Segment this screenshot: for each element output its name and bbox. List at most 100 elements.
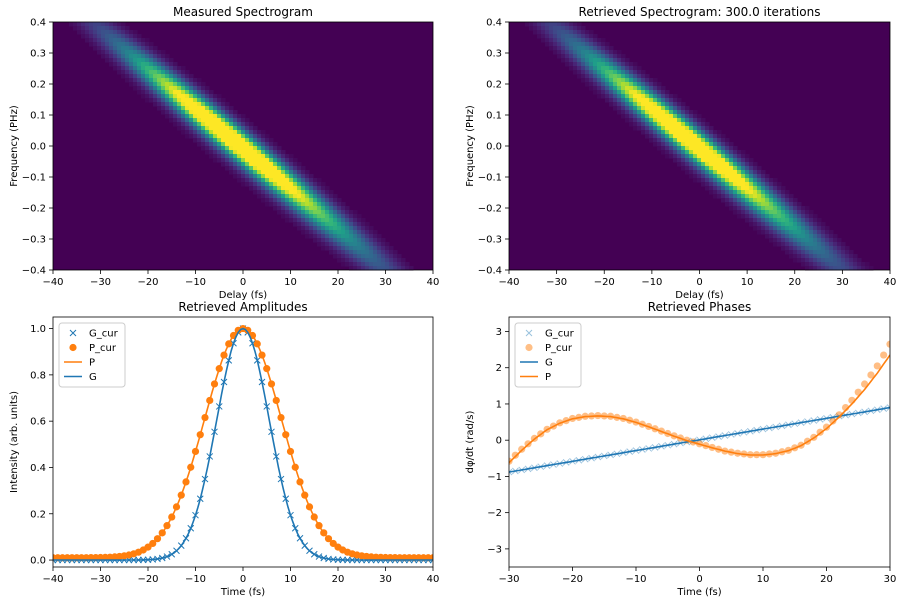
heatmap-cell — [77, 26, 82, 31]
heatmap-cell — [593, 38, 598, 43]
heatmap-cell — [777, 230, 782, 235]
heatmap-cell — [249, 130, 254, 135]
heatmap-cell — [633, 126, 638, 131]
heatmap-cell — [181, 102, 186, 107]
heatmap-cell — [297, 214, 302, 219]
heatmap-cell — [753, 218, 758, 223]
heatmap-cell — [641, 94, 646, 99]
heatmap-cell — [729, 190, 734, 195]
heatmap-cell — [625, 74, 630, 79]
heatmap-cell — [729, 182, 734, 187]
heatmap-cell — [153, 70, 158, 75]
heatmap-cell — [641, 90, 646, 95]
heatmap-cell — [301, 214, 306, 219]
heatmap-cell — [781, 226, 786, 231]
heatmap-cell — [613, 66, 618, 71]
heatmap-cell — [325, 230, 330, 235]
heatmap-cell — [217, 110, 222, 115]
heatmap-cell — [629, 86, 634, 91]
heatmap-cell — [161, 86, 166, 91]
heatmap-cell — [369, 246, 374, 251]
heatmap-cell — [133, 74, 138, 79]
heatmap-cell — [141, 94, 146, 99]
heatmap-cell — [333, 254, 338, 259]
heatmap-cell — [713, 174, 718, 179]
heatmap-cell — [845, 246, 850, 251]
heatmap-cell — [793, 238, 798, 243]
heatmap-cell — [185, 94, 190, 99]
heatmap-cell — [297, 226, 302, 231]
heatmap-cell — [293, 222, 298, 227]
heatmap-cell — [713, 138, 718, 143]
heatmap-cell — [361, 218, 366, 223]
heatmap-cell — [841, 250, 846, 255]
heatmap-cell — [141, 74, 146, 79]
heatmap-cell — [725, 182, 730, 187]
heatmap-cell — [697, 130, 702, 135]
heatmap-cell — [169, 114, 174, 119]
heatmap-cell — [89, 38, 94, 43]
heatmap-cell — [325, 202, 330, 207]
y-tick-label: 0.6 — [30, 417, 46, 428]
heatmap-cell — [221, 114, 226, 119]
heatmap-cell — [629, 70, 634, 75]
heatmap-cell — [325, 218, 330, 223]
heatmap-cell — [693, 162, 698, 167]
heatmap-cell — [213, 126, 218, 131]
heatmap-cell — [737, 162, 742, 167]
heatmap-cell — [209, 134, 214, 139]
heatmap-cell — [209, 114, 214, 119]
heatmap-cell — [597, 50, 602, 55]
heatmap-cell — [181, 94, 186, 99]
heatmap-cell — [169, 78, 174, 83]
heatmap-cell — [165, 78, 170, 83]
heatmap-cell — [269, 146, 274, 151]
heatmap-cell — [581, 70, 586, 75]
heatmap-cell — [633, 62, 638, 67]
heatmap-cell — [681, 134, 686, 139]
heatmap-cell — [277, 166, 282, 171]
heatmap-cell — [721, 198, 726, 203]
heatmap-cell — [289, 214, 294, 219]
heatmap-cell — [173, 102, 178, 107]
heatmap-cell — [373, 242, 378, 247]
heatmap-cell — [709, 130, 714, 135]
heatmap-cell — [161, 110, 166, 115]
heatmap-cell — [745, 178, 750, 183]
heatmap-cell — [213, 102, 218, 107]
heatmap-cell — [601, 82, 606, 87]
heatmap-cell — [289, 198, 294, 203]
heatmap-cell — [377, 238, 382, 243]
heatmap-cell — [617, 74, 622, 79]
heatmap-cell — [833, 258, 838, 263]
heatmap-cell — [561, 34, 566, 39]
heatmap-cell — [757, 170, 762, 175]
heatmap-cell — [793, 218, 798, 223]
heatmap-cell — [837, 238, 842, 243]
heatmap-cell — [557, 26, 562, 31]
heatmap-cell — [665, 150, 670, 155]
heatmap-cell — [265, 194, 270, 199]
heatmap-cell — [669, 146, 674, 151]
heatmap-cell — [609, 78, 614, 83]
heatmap-cell — [645, 134, 650, 139]
heatmap-cell — [649, 122, 654, 127]
heatmap-cell — [729, 170, 734, 175]
heatmap-cell — [285, 190, 290, 195]
heatmap-cell — [737, 210, 742, 215]
heatmap-cell — [577, 38, 582, 43]
heatmap-cell — [313, 214, 318, 219]
heatmap-cell — [265, 182, 270, 187]
heatmap-cell — [789, 198, 794, 203]
heatmap-cell — [333, 246, 338, 251]
heatmap-cell — [301, 230, 306, 235]
heatmap-cell — [189, 86, 194, 91]
heatmap-cell — [749, 170, 754, 175]
heatmap-cell — [753, 214, 758, 219]
heatmap-cell — [269, 194, 274, 199]
heatmap-cell — [805, 242, 810, 247]
heatmap-cell — [673, 110, 678, 115]
heatmap-cell — [701, 146, 706, 151]
heatmap-cell — [233, 138, 238, 143]
